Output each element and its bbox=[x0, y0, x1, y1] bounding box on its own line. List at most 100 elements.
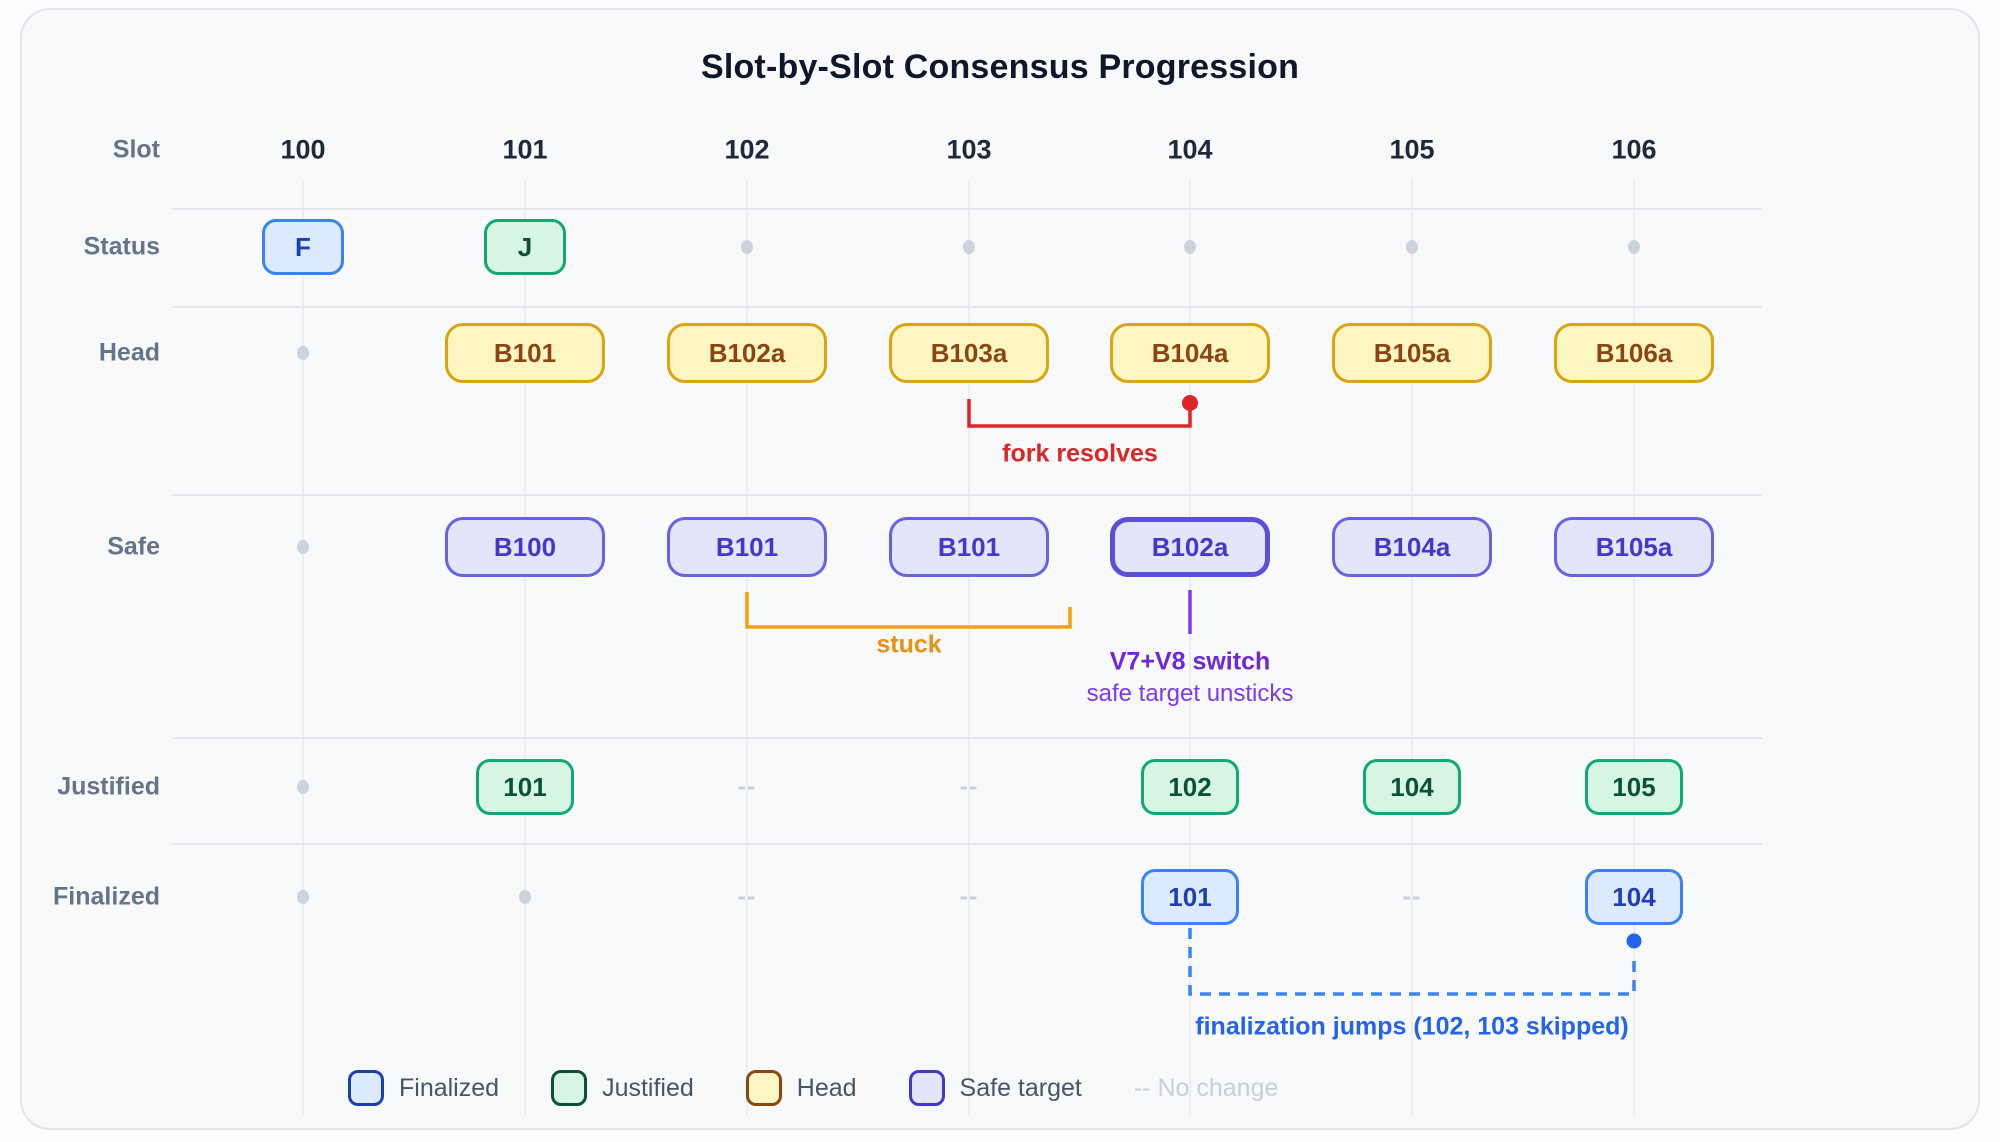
head-box-b101: B101 bbox=[445, 323, 605, 383]
no-value-dot bbox=[297, 540, 309, 554]
status-cell-106 bbox=[1628, 240, 1640, 254]
status-cell-102 bbox=[741, 240, 753, 254]
status-cell-104 bbox=[1184, 240, 1196, 254]
legend-label: Finalized bbox=[399, 1073, 500, 1102]
justified-box-101: 101 bbox=[476, 759, 574, 815]
column-gridline-105 bbox=[1411, 180, 1413, 1115]
legend-label: Head bbox=[796, 1073, 857, 1102]
head-cell-100 bbox=[297, 346, 309, 360]
status-cell-100: F bbox=[262, 219, 344, 275]
slot-header-106: 106 bbox=[1611, 134, 1657, 165]
justified-cell-101: 101 bbox=[476, 759, 574, 815]
justified-box-105: 105 bbox=[1585, 759, 1683, 815]
row-divider bbox=[172, 306, 1762, 308]
no-value-dot bbox=[1628, 240, 1640, 254]
head-box-b102a: B102a bbox=[667, 323, 827, 383]
finalized-cell-105: -- bbox=[1403, 883, 1422, 912]
head-box-b106a: B106a bbox=[1554, 323, 1714, 383]
finalized-cell-102: -- bbox=[738, 883, 757, 912]
head-cell-105: B105a bbox=[1332, 323, 1492, 383]
justified-box-102: 102 bbox=[1141, 759, 1239, 815]
safe-box-b101: B101 bbox=[889, 517, 1049, 577]
row-label-head: Head bbox=[98, 338, 160, 367]
no-change-dashes: -- bbox=[1402, 882, 1422, 911]
fork-resolves-bracket bbox=[967, 399, 1192, 428]
no-value-dot bbox=[741, 240, 753, 254]
justified-cell-106: 105 bbox=[1585, 759, 1683, 815]
status-cell-103 bbox=[963, 240, 975, 254]
fork-resolves-label: fork resolves bbox=[1002, 439, 1158, 468]
finalized-cell-101 bbox=[519, 890, 531, 904]
legend-swatch-safe bbox=[908, 1070, 945, 1106]
column-gridline-101 bbox=[524, 180, 526, 1115]
row-label-safe: Safe bbox=[107, 532, 160, 561]
legend-item-finalized: Finalized bbox=[348, 1070, 499, 1106]
stuck-bracket bbox=[745, 592, 1072, 629]
safe-cell-104: B102a bbox=[1110, 517, 1270, 577]
row-label-slot: Slot bbox=[112, 135, 160, 164]
row-label-status: Status bbox=[83, 232, 160, 261]
safe-box-b100: B100 bbox=[445, 517, 605, 577]
justified-cell-100 bbox=[297, 780, 309, 794]
status-cell-101: J bbox=[484, 219, 566, 275]
column-gridline-100 bbox=[302, 180, 304, 1115]
slot-header-101: 101 bbox=[502, 134, 548, 165]
no-value-dot bbox=[297, 780, 309, 794]
finalized-cell-104: 101 bbox=[1141, 869, 1239, 925]
safe-cell-106: B105a bbox=[1554, 517, 1714, 577]
row-divider bbox=[172, 843, 1762, 845]
column-gridline-106 bbox=[1633, 180, 1635, 1115]
no-change-dashes: -- bbox=[737, 772, 757, 801]
slot-header-104: 104 bbox=[1167, 134, 1213, 165]
legend-swatch-head bbox=[745, 1070, 782, 1106]
safe-box-b105a: B105a bbox=[1554, 517, 1714, 577]
status-box-j: J bbox=[484, 219, 566, 275]
legend-item-justified: Justified bbox=[551, 1070, 694, 1106]
safe-box-b102a: B102a bbox=[1110, 517, 1270, 577]
head-cell-102: B102a bbox=[667, 323, 827, 383]
column-gridline-102 bbox=[746, 180, 748, 1115]
safe-cell-100 bbox=[297, 540, 309, 554]
justified-box-104: 104 bbox=[1363, 759, 1461, 815]
safe-cell-102: B101 bbox=[667, 517, 827, 577]
diagram-card: Slot-by-Slot Consensus Progression Slot … bbox=[20, 8, 1980, 1130]
safe-cell-103: B101 bbox=[889, 517, 1049, 577]
legend-label-no-change: -- No change bbox=[1133, 1073, 1279, 1102]
safe-switch-label: V7+V8 switch bbox=[1109, 647, 1271, 676]
legend-item-no-change: -- No change bbox=[1134, 1074, 1279, 1103]
no-value-dot bbox=[297, 890, 309, 904]
no-value-dot bbox=[963, 240, 975, 254]
justified-cell-104: 102 bbox=[1141, 759, 1239, 815]
head-box-b103a: B103a bbox=[889, 323, 1049, 383]
safe-box-b101: B101 bbox=[667, 517, 827, 577]
finalized-cell-106: 104 bbox=[1585, 869, 1683, 925]
page-title: Slot-by-Slot Consensus Progression bbox=[700, 48, 1300, 86]
safe-cell-105: B104a bbox=[1332, 517, 1492, 577]
slot-header-102: 102 bbox=[724, 134, 770, 165]
legend-label: Justified bbox=[602, 1073, 694, 1102]
no-value-dot bbox=[519, 890, 531, 904]
row-divider bbox=[172, 494, 1762, 496]
legend-item-head: Head bbox=[745, 1070, 857, 1106]
slot-header-103: 103 bbox=[946, 134, 992, 165]
no-change-dashes: -- bbox=[737, 882, 757, 911]
legend-label: Safe target bbox=[959, 1073, 1082, 1102]
row-label-justified: Justified bbox=[57, 772, 160, 801]
head-cell-104: B104a bbox=[1110, 323, 1270, 383]
no-change-dashes: -- bbox=[959, 882, 979, 911]
finalized-box-101: 101 bbox=[1141, 869, 1239, 925]
justified-cell-103: -- bbox=[960, 773, 979, 802]
finalized-cell-103: -- bbox=[960, 883, 979, 912]
finalized-cell-100 bbox=[297, 890, 309, 904]
slot-header-105: 105 bbox=[1389, 134, 1435, 165]
justified-cell-105: 104 bbox=[1363, 759, 1461, 815]
row-label-finalized: Finalized bbox=[53, 882, 160, 911]
no-value-dot bbox=[297, 346, 309, 360]
safe-switch-sublabel: safe target unsticks bbox=[1086, 680, 1294, 707]
head-box-b104a: B104a bbox=[1110, 323, 1270, 383]
stuck-label: stuck bbox=[876, 630, 942, 659]
legend-swatch-justified bbox=[551, 1070, 588, 1106]
legend-item-safe: Safe target bbox=[908, 1070, 1082, 1106]
head-cell-101: B101 bbox=[445, 323, 605, 383]
